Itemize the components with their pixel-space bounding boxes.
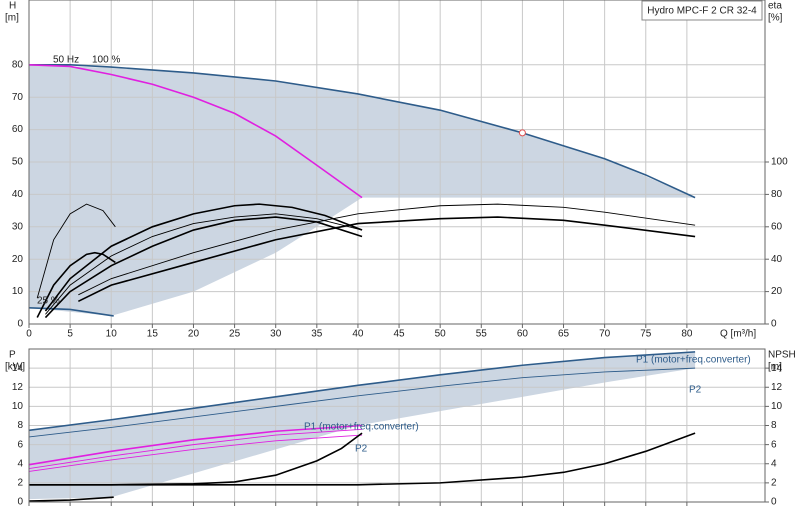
y2-tick-label: 20 xyxy=(771,286,783,297)
y2-tick-label: 40 xyxy=(771,254,783,265)
annotation: P2 xyxy=(689,385,702,396)
annotation: P1 (motor+freq.converter) xyxy=(636,355,751,366)
x-tick-label: 70 xyxy=(599,329,611,340)
annotation: 25 % xyxy=(37,296,60,307)
annotation: 50 Hz xyxy=(53,55,79,66)
y-tick-label: 0 xyxy=(17,319,23,330)
curve xyxy=(28,428,363,469)
y2-axis-label: eta xyxy=(768,1,782,12)
annotation: 100 % xyxy=(92,55,120,66)
y-tick-label: 12 xyxy=(12,382,24,393)
y-axis-label: H xyxy=(9,1,16,12)
curve xyxy=(28,434,363,472)
y-axis-unit: [m] xyxy=(5,13,19,24)
x-tick-label: 60 xyxy=(517,329,529,340)
x-tick-label: 55 xyxy=(476,329,488,340)
curve xyxy=(36,251,116,318)
y-tick-label: 10 xyxy=(12,401,24,412)
duty-point xyxy=(518,129,526,137)
curve xyxy=(28,496,114,502)
y-tick-label: 4 xyxy=(17,458,23,469)
curve xyxy=(29,64,696,199)
y-tick-label: 0 xyxy=(17,497,23,508)
curve xyxy=(45,213,363,315)
title-box xyxy=(641,0,763,21)
y2-tick-label: 0 xyxy=(771,497,777,508)
y2-tick-label: 100 xyxy=(771,157,788,168)
x-tick-label: 45 xyxy=(393,329,405,340)
y-tick-label: 6 xyxy=(17,439,23,450)
y-tick-label: 8 xyxy=(17,420,23,431)
annotation: P1 (motor+freq.converter) xyxy=(304,422,419,433)
y2-tick-label: 14 xyxy=(771,363,783,374)
y2-axis-unit: [m] xyxy=(768,362,782,373)
x-tick-label: 50 xyxy=(435,329,447,340)
annotation: P2 xyxy=(355,444,368,455)
curve xyxy=(78,203,696,296)
chart-title: Hydro MPC-F 2 CR 32-4 xyxy=(647,6,757,17)
y-tick-label: 14 xyxy=(12,363,24,374)
y-tick-label: 70 xyxy=(12,92,24,103)
y2-axis-label: NPSH xyxy=(768,350,796,361)
x-tick-label: 20 xyxy=(188,329,200,340)
x-tick-label: 5 xyxy=(67,329,73,340)
curve xyxy=(28,64,363,199)
y2-tick-label: 8 xyxy=(771,420,777,431)
y-tick-label: 30 xyxy=(12,221,24,232)
y2-tick-label: 10 xyxy=(771,401,783,412)
operating-range xyxy=(29,351,696,500)
y2-tick-label: 4 xyxy=(771,458,777,469)
x-tick-label: 75 xyxy=(640,329,652,340)
y-tick-label: 40 xyxy=(12,189,24,200)
y-tick-label: 10 xyxy=(12,286,24,297)
y2-tick-label: 80 xyxy=(771,189,783,200)
x-tick-label: 40 xyxy=(352,329,364,340)
operating-range xyxy=(29,64,696,316)
x-tick-label: 0 xyxy=(26,329,32,340)
y-tick-label: 20 xyxy=(12,254,24,265)
plot-frame xyxy=(28,0,766,325)
curve xyxy=(28,424,363,466)
curve xyxy=(44,216,363,319)
y2-axis-unit: [%] xyxy=(768,13,783,24)
x-tick-label: 35 xyxy=(311,329,323,340)
y-axis-label: P xyxy=(9,350,16,361)
curve xyxy=(28,367,696,438)
plot-frame xyxy=(28,348,766,503)
y2-tick-label: 12 xyxy=(771,382,783,393)
curve xyxy=(36,203,116,299)
y-axis-unit: [kW] xyxy=(5,362,25,373)
y-tick-label: 80 xyxy=(12,59,24,70)
curve xyxy=(44,203,363,312)
y2-tick-label: 0 xyxy=(771,319,777,330)
curve xyxy=(77,216,696,303)
y2-tick-label: 6 xyxy=(771,439,777,450)
x-tick-label: 10 xyxy=(106,329,118,340)
y-tick-label: 2 xyxy=(17,478,23,489)
x-tick-label: 80 xyxy=(681,329,693,340)
x-tick-label: 30 xyxy=(270,329,282,340)
x-axis-label: Q [m³/h] xyxy=(720,329,756,340)
y-tick-label: 50 xyxy=(12,157,24,168)
curve xyxy=(28,351,696,432)
y-tick-label: 60 xyxy=(12,124,24,135)
y2-tick-label: 2 xyxy=(771,478,777,489)
x-tick-label: 65 xyxy=(558,329,570,340)
x-tick-label: 25 xyxy=(229,329,241,340)
curve xyxy=(29,432,696,486)
y2-tick-label: 60 xyxy=(771,221,783,232)
x-tick-label: 15 xyxy=(147,329,159,340)
